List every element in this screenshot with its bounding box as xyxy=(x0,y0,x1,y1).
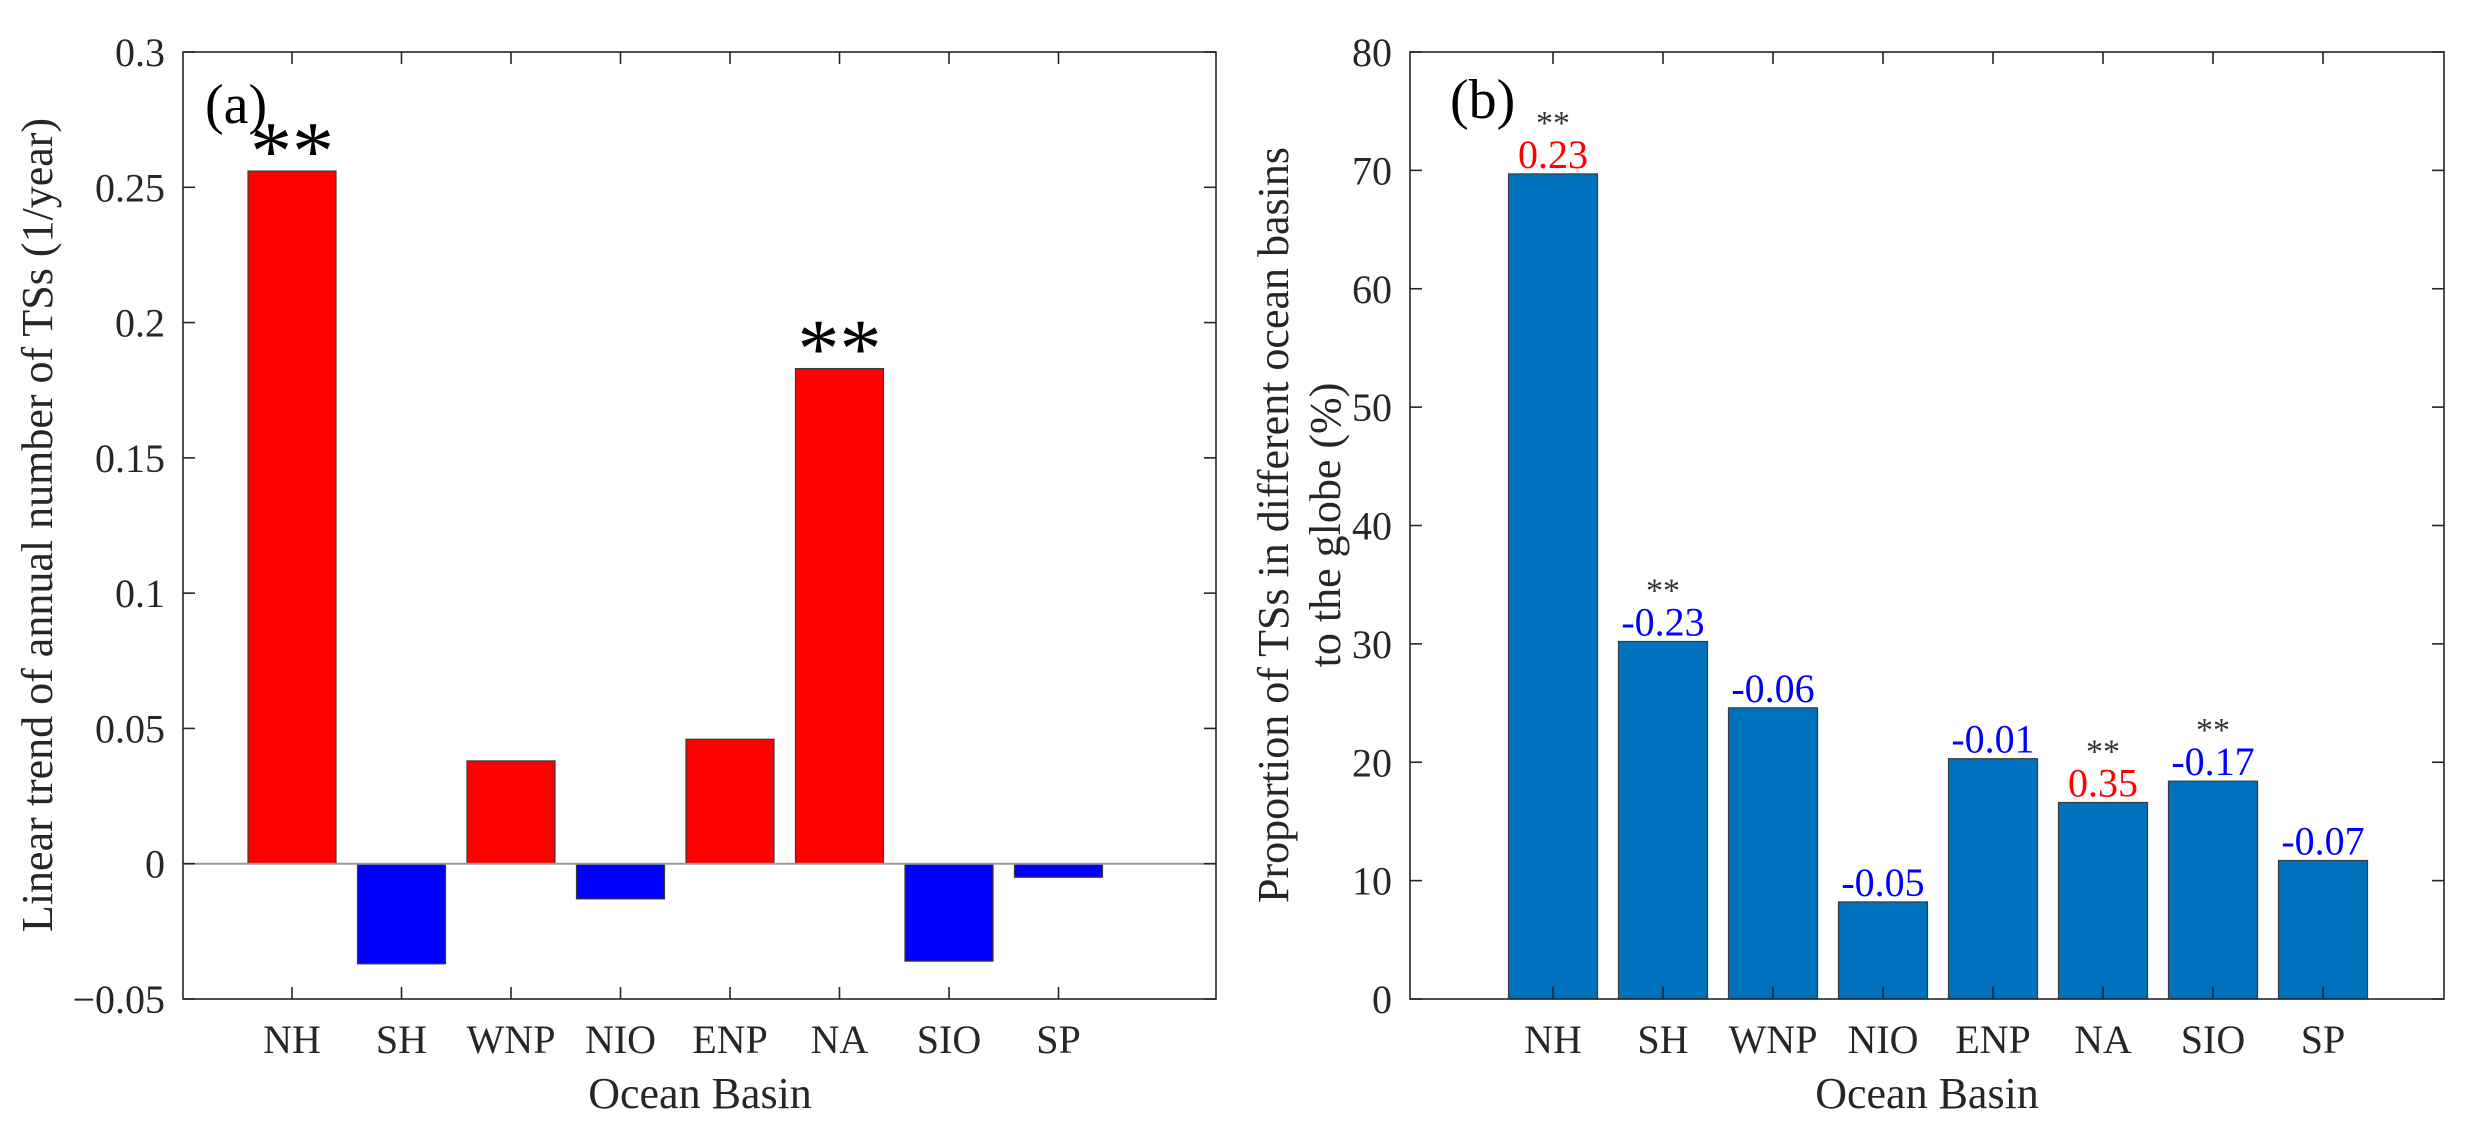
panel-b-label: (b) xyxy=(1450,69,1515,131)
panel-b-x-axis-label: Ocean Basin xyxy=(1815,1069,2039,1118)
panel-a-ytick-label: 0.05 xyxy=(95,706,165,751)
panel-b-data-label: 0.23 xyxy=(1518,132,1588,177)
panel-a: −0.05 0 0.05 0.1 0.15 0.2 0.25 0.3 NH SH WNP NIO EN… xyxy=(13,30,1217,1118)
panel-a-significance-mark: ** xyxy=(798,303,882,396)
panel-b-xtick-label: NIO xyxy=(1847,1017,1918,1062)
panel-b-ytick-label: 50 xyxy=(1352,385,1392,430)
panel-b-significance-marks: ** ** ** ** xyxy=(1536,105,2230,771)
panel-b-y-ticks: 0 10 20 30 40 50 60 70 80 xyxy=(1352,30,2444,1022)
panel-a-axes-frame xyxy=(182,51,1217,1000)
panel-b-bar-sp xyxy=(2277,859,2369,1000)
panel-b-ytick-label: 10 xyxy=(1352,859,1392,904)
panel-a-ytick-label: 0.15 xyxy=(95,436,165,481)
panel-b-y-axis-label-line2: to the globe (%) xyxy=(1301,383,1350,668)
panel-b-ytick-label: 80 xyxy=(1352,30,1392,75)
panel-b-data-label: -0.23 xyxy=(1621,600,1704,645)
panel-b-ytick-label: 30 xyxy=(1352,622,1392,667)
panel-b-ytick-label: 40 xyxy=(1352,504,1392,549)
panel-a-xtick-label: ENP xyxy=(692,1017,768,1062)
panel-b-data-label: -0.05 xyxy=(1841,860,1924,905)
panel-a-bar-sh xyxy=(356,863,447,965)
panel-b-xtick-label: ENP xyxy=(1955,1017,2031,1062)
panel-a-ytick-label: 0 xyxy=(145,842,165,887)
panel-b-data-label: -0.17 xyxy=(2171,739,2254,784)
panel-b-significance-mark: ** xyxy=(1646,573,1680,610)
panel-a-xtick-label: SP xyxy=(1036,1017,1081,1062)
panel-b-bar-na xyxy=(2057,801,2149,1000)
panel-a-bar-na xyxy=(794,367,885,865)
panel-b-y-axis-label-line1: Proportion of TSs in different ocean bas… xyxy=(1249,147,1298,903)
panel-b-bar-nh xyxy=(1507,173,1599,1000)
panel-a-bar-sio xyxy=(904,863,994,962)
panel-b-x-ticks: NH SH WNP NIO ENP NA SIO SP xyxy=(1524,52,2345,1062)
panel-b-ytick-label: 0 xyxy=(1372,977,1392,1022)
panel-b-bar-sio xyxy=(2167,780,2259,1000)
panel-b-xtick-label: NH xyxy=(1524,1017,1582,1062)
panel-a-xtick-label: NA xyxy=(811,1017,869,1062)
panel-a-ytick-label: 0.25 xyxy=(95,165,165,210)
panel-b-bar-wnp xyxy=(1727,707,1819,1000)
panel-a-bar-wnp xyxy=(466,760,556,865)
panel-b-significance-mark: ** xyxy=(1536,105,1570,142)
panel-b-xtick-label: SH xyxy=(1637,1017,1688,1062)
panel-b-ytick-label: 70 xyxy=(1352,148,1392,193)
panel-b-bars xyxy=(1507,173,2369,1000)
panel-b-bar-sh xyxy=(1617,640,1709,1000)
panel-b-data-labels: 0.23 -0.23 -0.06 -0.05 -0.01 0.35 -0.17 -0.07 xyxy=(1518,132,2365,905)
panel-a-significance-marks: ** ** xyxy=(250,105,882,396)
panel-a-xtick-label: SH xyxy=(376,1017,427,1062)
panel-b-significance-mark: ** xyxy=(2196,712,2230,749)
panel-a-bar-nio xyxy=(575,863,666,900)
panel-b-data-label: 0.35 xyxy=(2068,760,2138,805)
panel-a-bar-nh xyxy=(247,170,337,865)
panel-a-xtick-label: WNP xyxy=(467,1017,556,1062)
panel-b: 0 10 20 30 40 50 60 70 80 NH SH WNP NIO ENP NA SIO SP 0… xyxy=(1249,30,2445,1118)
panel-a-bar-enp xyxy=(685,738,775,865)
panel-a-y-ticks: −0.05 0 0.05 0.1 0.15 0.2 0.25 0.3 xyxy=(72,30,1216,1022)
panel-a-x-ticks: NH SH WNP NIO ENP NA SIO SP xyxy=(263,52,1081,1062)
panel-b-xtick-label: WNP xyxy=(1729,1017,1818,1062)
panel-a-ytick-label: 0.3 xyxy=(115,30,165,75)
panel-b-xtick-label: SIO xyxy=(2181,1017,2245,1062)
panel-a-significance-mark: ** xyxy=(250,105,334,198)
panel-b-data-label: -0.01 xyxy=(1951,717,2034,762)
panel-b-bar-nio xyxy=(1837,901,1929,1000)
panel-a-ytick-label: −0.05 xyxy=(72,977,165,1022)
panel-b-ytick-label: 20 xyxy=(1352,740,1392,785)
panel-a-label: (a) xyxy=(205,74,267,136)
panel-a-ytick-label: 0.1 xyxy=(115,571,165,616)
panel-a-ytick-label: 0.2 xyxy=(115,301,165,346)
panel-b-xtick-label: NA xyxy=(2074,1017,2132,1062)
panel-b-bar-enp xyxy=(1947,758,2039,1000)
panel-b-xtick-label: SP xyxy=(2301,1017,2346,1062)
panel-b-data-label: -0.07 xyxy=(2281,819,2364,864)
panel-b-data-label: -0.06 xyxy=(1731,666,1814,711)
panel-b-significance-mark: ** xyxy=(2086,733,2120,770)
panel-a-xtick-label: NIO xyxy=(585,1017,656,1062)
panel-a-xtick-label: NH xyxy=(263,1017,321,1062)
panel-b-ytick-label: 60 xyxy=(1352,267,1392,312)
panel-a-y-axis-label: Linear trend of annual number of TSs (1/… xyxy=(13,118,62,932)
panel-a-x-axis-label: Ocean Basin xyxy=(588,1069,812,1118)
panel-a-bar-sp xyxy=(1013,863,1104,878)
panel-a-bars xyxy=(247,170,1104,965)
panel-a-xtick-label: SIO xyxy=(917,1017,981,1062)
